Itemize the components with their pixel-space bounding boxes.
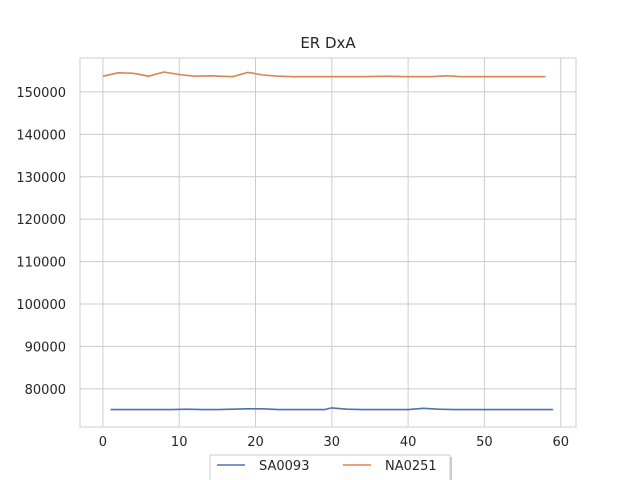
y-tick-label: 130000 (16, 171, 66, 186)
y-tick-label: 140000 (16, 128, 66, 143)
grid (80, 58, 576, 427)
y-tick-label: 80000 (25, 383, 66, 398)
y-tick-label: 120000 (16, 213, 66, 228)
legend: SA0093 NA0251 (209, 454, 452, 480)
x-tick-label: 10 (171, 435, 188, 450)
legend-label: SA0093 (259, 459, 309, 474)
y-tick-label: 150000 (16, 86, 66, 101)
series-line-na0251 (102, 71, 546, 78)
legend-box (209, 454, 451, 480)
x-tick-label: 20 (247, 435, 264, 450)
y-tick-label: 90000 (25, 340, 66, 355)
plot-frame (79, 57, 577, 428)
series-layer (102, 71, 554, 411)
x-tick-labels: 0 10 20 30 40 50 60 (99, 435, 569, 450)
y-tick-labels: 80000 90000 100000 110000 120000 130000 140000… (16, 86, 66, 398)
y-tick-label: 110000 (16, 256, 66, 271)
y-tick-label: 100000 (16, 298, 66, 313)
legend-label: NA0251 (385, 459, 437, 474)
x-tick-label: 0 (99, 435, 107, 450)
series-line-sa0093 (110, 407, 554, 411)
x-tick-label: 60 (552, 435, 569, 450)
x-tick-label: 40 (400, 435, 417, 450)
chart-title: ER DxA (300, 34, 356, 52)
x-tick-label: 30 (324, 435, 341, 450)
x-tick-label: 50 (476, 435, 493, 450)
